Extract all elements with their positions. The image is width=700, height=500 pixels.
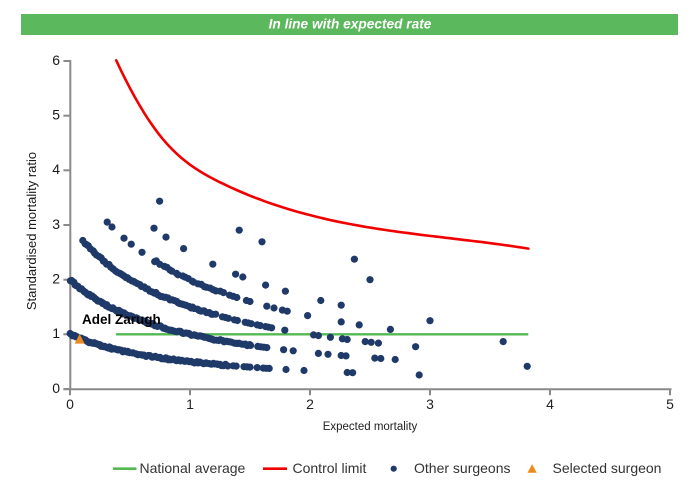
svg-text:Other surgeons: Other surgeons	[414, 460, 511, 476]
svg-text:2: 2	[52, 271, 60, 287]
svg-text:Selected surgeon: Selected surgeon	[553, 460, 662, 476]
svg-text:5: 5	[666, 396, 674, 412]
svg-text:0: 0	[52, 380, 60, 396]
svg-text:3: 3	[52, 216, 60, 232]
svg-text:5: 5	[52, 107, 60, 123]
svg-text:Expected mortality: Expected mortality	[323, 421, 418, 433]
svg-text:1: 1	[186, 396, 194, 412]
svg-text:4: 4	[546, 396, 554, 412]
svg-text:0: 0	[66, 396, 74, 412]
svg-text:3: 3	[426, 396, 434, 412]
svg-text:Standardised mortality ratio: Standardised mortality ratio	[24, 152, 39, 310]
svg-text:6: 6	[52, 52, 60, 68]
svg-text:2: 2	[306, 396, 314, 412]
svg-text:Adel Zarugh: Adel Zarugh	[82, 312, 161, 327]
svg-text:Control limit: Control limit	[293, 460, 367, 476]
svg-text:National average: National average	[140, 460, 246, 476]
svg-text:4: 4	[52, 161, 60, 177]
svg-text:1: 1	[52, 325, 60, 341]
svg-text:In line with expected rate: In line with expected rate	[269, 17, 432, 32]
